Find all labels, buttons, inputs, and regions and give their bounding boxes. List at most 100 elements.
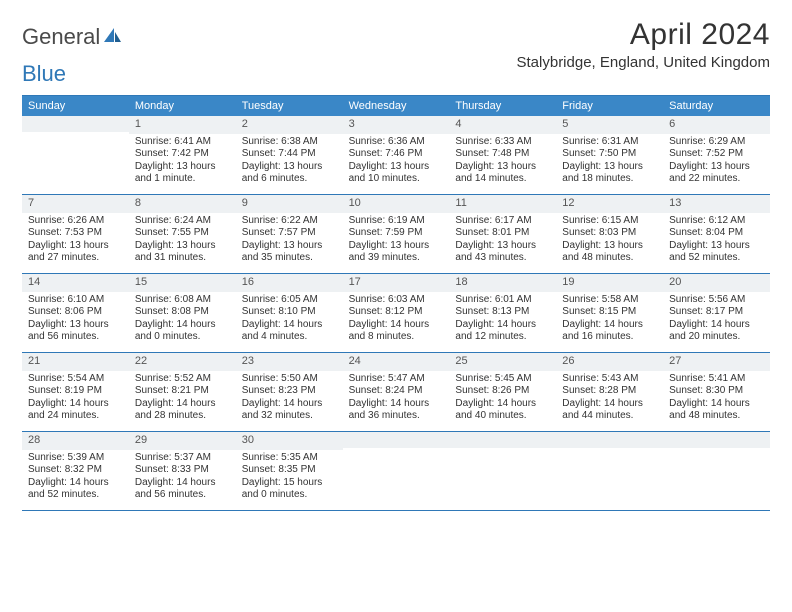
day-cell: 14Sunrise: 6:10 AMSunset: 8:06 PMDayligh…: [22, 274, 129, 352]
sunrise-text: Sunrise: 6:12 AM: [669, 215, 764, 228]
sunrise-text: Sunrise: 6:17 AM: [455, 215, 550, 228]
day-number: 1: [129, 116, 236, 134]
day-cell: 30Sunrise: 5:35 AMSunset: 8:35 PMDayligh…: [236, 432, 343, 510]
day-number: 23: [236, 353, 343, 371]
daylight-text: Daylight: 13 hours and 56 minutes.: [28, 319, 123, 344]
day-number: 17: [343, 274, 450, 292]
dow-header: Saturday: [663, 96, 770, 116]
day-number: 28: [22, 432, 129, 450]
day-cell: [663, 432, 770, 510]
day-number: 27: [663, 353, 770, 371]
day-cell: [22, 116, 129, 194]
day-cell: 12Sunrise: 6:15 AMSunset: 8:03 PMDayligh…: [556, 195, 663, 273]
day-number: 24: [343, 353, 450, 371]
daylight-text: Daylight: 14 hours and 16 minutes.: [562, 319, 657, 344]
day-cell: 24Sunrise: 5:47 AMSunset: 8:24 PMDayligh…: [343, 353, 450, 431]
sunset-text: Sunset: 8:19 PM: [28, 385, 123, 398]
logo-text-a: General: [22, 24, 100, 50]
day-cell: [449, 432, 556, 510]
sunrise-text: Sunrise: 5:54 AM: [28, 373, 123, 386]
daylight-text: Daylight: 14 hours and 32 minutes.: [242, 398, 337, 423]
day-cell: 9Sunrise: 6:22 AMSunset: 7:57 PMDaylight…: [236, 195, 343, 273]
dow-header: Thursday: [449, 96, 556, 116]
sunrise-text: Sunrise: 5:37 AM: [135, 452, 230, 465]
dow-header: Tuesday: [236, 96, 343, 116]
day-cell: 18Sunrise: 6:01 AMSunset: 8:13 PMDayligh…: [449, 274, 556, 352]
sunset-text: Sunset: 8:21 PM: [135, 385, 230, 398]
dow-header: Wednesday: [343, 96, 450, 116]
sunrise-text: Sunrise: 5:41 AM: [669, 373, 764, 386]
sunrise-text: Sunrise: 6:29 AM: [669, 136, 764, 149]
day-cell: 6Sunrise: 6:29 AMSunset: 7:52 PMDaylight…: [663, 116, 770, 194]
day-number: 3: [343, 116, 450, 134]
sail-icon: [102, 24, 122, 50]
sunrise-text: Sunrise: 6:36 AM: [349, 136, 444, 149]
sunrise-text: Sunrise: 5:50 AM: [242, 373, 337, 386]
sunset-text: Sunset: 8:12 PM: [349, 306, 444, 319]
day-cell: 29Sunrise: 5:37 AMSunset: 8:33 PMDayligh…: [129, 432, 236, 510]
sunset-text: Sunset: 7:59 PM: [349, 227, 444, 240]
day-cell: 21Sunrise: 5:54 AMSunset: 8:19 PMDayligh…: [22, 353, 129, 431]
month-title: April 2024: [517, 18, 771, 52]
sunset-text: Sunset: 8:15 PM: [562, 306, 657, 319]
sunset-text: Sunset: 8:10 PM: [242, 306, 337, 319]
daylight-text: Daylight: 14 hours and 36 minutes.: [349, 398, 444, 423]
sunset-text: Sunset: 8:35 PM: [242, 464, 337, 477]
day-cell: 8Sunrise: 6:24 AMSunset: 7:55 PMDaylight…: [129, 195, 236, 273]
day-number: [449, 432, 556, 448]
sunset-text: Sunset: 7:53 PM: [28, 227, 123, 240]
sunrise-text: Sunrise: 6:01 AM: [455, 294, 550, 307]
daylight-text: Daylight: 14 hours and 52 minutes.: [28, 477, 123, 502]
sunrise-text: Sunrise: 6:26 AM: [28, 215, 123, 228]
dow-header: Sunday: [22, 96, 129, 116]
sunset-text: Sunset: 8:23 PM: [242, 385, 337, 398]
day-number: 5: [556, 116, 663, 134]
day-number: [663, 432, 770, 448]
daylight-text: Daylight: 14 hours and 40 minutes.: [455, 398, 550, 423]
day-number: 9: [236, 195, 343, 213]
day-cell: 23 Sunrise: 5:50 AMSunset: 8:23 PMDayligh…: [236, 353, 343, 431]
sunrise-text: Sunrise: 6:41 AM: [135, 136, 230, 149]
sunset-text: Sunset: 8:30 PM: [669, 385, 764, 398]
sunrise-text: Sunrise: 6:24 AM: [135, 215, 230, 228]
daylight-text: Daylight: 13 hours and 18 minutes.: [562, 161, 657, 186]
sunrise-text: Sunrise: 6:22 AM: [242, 215, 337, 228]
sunset-text: Sunset: 8:32 PM: [28, 464, 123, 477]
day-number: 8: [129, 195, 236, 213]
sunrise-text: Sunrise: 5:58 AM: [562, 294, 657, 307]
sunrise-text: Sunrise: 6:03 AM: [349, 294, 444, 307]
sunset-text: Sunset: 8:06 PM: [28, 306, 123, 319]
daylight-text: Daylight: 14 hours and 48 minutes.: [669, 398, 764, 423]
week-row: 1 Sunrise: 6:41 AMSunset: 7:42 PM Daylight…: [22, 116, 770, 195]
daylight-text: Daylight: 13 hours and 35 minutes.: [242, 240, 337, 265]
daylight-text: Daylight: 13 hours and 43 minutes.: [455, 240, 550, 265]
day-number: [22, 116, 129, 132]
daylight-text: Daylight: 13 hours and 14 minutes.: [455, 161, 550, 186]
day-number: 15: [129, 274, 236, 292]
sunrise-text: Sunrise: 5:43 AM: [562, 373, 657, 386]
day-cell: 19Sunrise: 5:58 AMSunset: 8:15 PMDayligh…: [556, 274, 663, 352]
sunrise-text: Sunrise: 6:38 AM: [242, 136, 337, 149]
daylight-text: Daylight: 14 hours and 24 minutes.: [28, 398, 123, 423]
sunrise-text: Sunrise: 5:45 AM: [455, 373, 550, 386]
sunset-text: Sunset: 8:24 PM: [349, 385, 444, 398]
calendar-table: Sunday Monday Tuesday Wednesday Thursday…: [22, 95, 770, 511]
location-text: Stalybridge, England, United Kingdom: [517, 54, 771, 71]
sunrise-text: Sunrise: 6:08 AM: [135, 294, 230, 307]
sunset-text: Sunset: 7:42 PM: [135, 148, 230, 161]
day-number: 2: [236, 116, 343, 134]
day-cell: 7Sunrise: 6:26 AMSunset: 7:53 PMDaylight…: [22, 195, 129, 273]
daylight-text: Daylight: 14 hours and 56 minutes.: [135, 477, 230, 502]
daylight-text: Daylight: 14 hours and 44 minutes.: [562, 398, 657, 423]
day-number: 22: [129, 353, 236, 371]
daylight-text: Daylight: 13 hours and 27 minutes.: [28, 240, 123, 265]
daylight-text: Daylight: 13 hours and 6 minutes.: [242, 161, 337, 186]
day-cell: 28Sunrise: 5:39 AMSunset: 8:32 PMDayligh…: [22, 432, 129, 510]
day-cell: 10Sunrise: 6:19 AMSunset: 7:59 PMDayligh…: [343, 195, 450, 273]
daylight-text: Daylight: 14 hours and 20 minutes.: [669, 319, 764, 344]
sunset-text: Sunset: 8:08 PM: [135, 306, 230, 319]
day-number: 12: [556, 195, 663, 213]
sunrise-text: Sunrise: 6:31 AM: [562, 136, 657, 149]
sunset-text: Sunset: 7:46 PM: [349, 148, 444, 161]
day-cell: 5Sunrise: 6:31 AMSunset: 7:50 PMDaylight…: [556, 116, 663, 194]
